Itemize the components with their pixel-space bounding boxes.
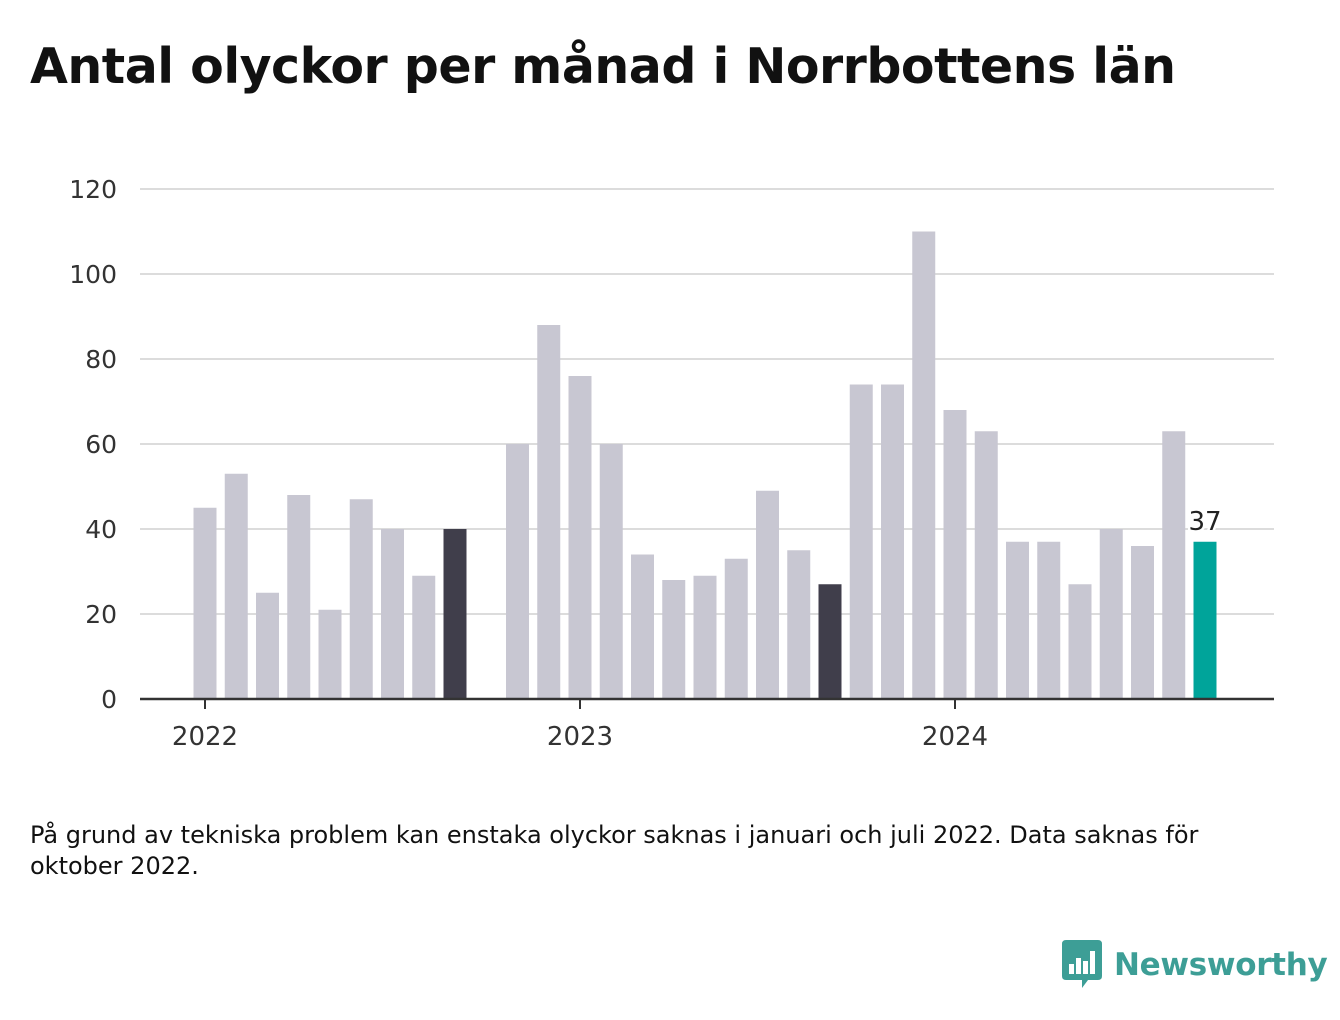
data-labels: 37 bbox=[1186, 504, 1224, 539]
bar-chart: 0 20 40 60 80 100 120 2022 2023 2024 37 bbox=[69, 175, 1274, 752]
bar bbox=[756, 490, 779, 699]
y-axis-ticks: 0 20 40 60 80 100 120 bbox=[69, 175, 117, 714]
bar bbox=[849, 384, 873, 699]
x-tick-label: 2023 bbox=[547, 722, 613, 752]
bar bbox=[881, 384, 904, 699]
bar bbox=[631, 554, 654, 699]
bar bbox=[568, 376, 592, 699]
y-tick-label: 20 bbox=[85, 600, 117, 629]
bar bbox=[787, 550, 811, 699]
bar bbox=[1099, 529, 1123, 699]
bar bbox=[193, 507, 217, 699]
bar bbox=[1131, 546, 1154, 699]
bar bbox=[912, 231, 936, 699]
x-axis-ticks: 2022 2023 2024 bbox=[172, 699, 988, 752]
y-tick-label: 60 bbox=[85, 430, 117, 459]
y-tick-label: 120 bbox=[69, 175, 117, 204]
newsworthy-logo-icon bbox=[1062, 940, 1102, 988]
y-tick-label: 0 bbox=[101, 685, 117, 714]
bar bbox=[224, 473, 248, 699]
y-tick-label: 40 bbox=[85, 515, 117, 544]
brand-logo: Newsworthy bbox=[1062, 940, 1328, 990]
bar bbox=[318, 609, 342, 699]
chart-title: Antal olyckor per månad i Norrbottens lä… bbox=[30, 38, 1176, 95]
bar bbox=[537, 325, 561, 699]
bar bbox=[943, 410, 967, 699]
bar bbox=[1006, 541, 1029, 699]
bar bbox=[599, 444, 623, 699]
bar bbox=[381, 529, 404, 699]
bar bbox=[506, 444, 529, 699]
bar bbox=[256, 592, 279, 699]
bar bbox=[662, 580, 686, 699]
latest-value-label: 37 bbox=[1188, 507, 1221, 537]
bar bbox=[974, 431, 998, 699]
bar bbox=[693, 575, 717, 699]
bar bbox=[287, 495, 311, 699]
y-tick-label: 80 bbox=[85, 345, 117, 374]
bar bbox=[349, 499, 373, 699]
bars bbox=[193, 231, 1217, 699]
bar-highlighted bbox=[818, 584, 842, 699]
bar bbox=[1037, 541, 1061, 699]
bar bbox=[1068, 584, 1092, 699]
bar-highlighted bbox=[443, 529, 467, 699]
bar bbox=[1162, 431, 1186, 699]
bar bbox=[724, 558, 748, 699]
footnote: På grund av tekniska problem kan enstaka… bbox=[30, 821, 1199, 880]
y-tick-label: 100 bbox=[69, 260, 117, 289]
bar bbox=[412, 575, 436, 699]
bar-latest bbox=[1193, 541, 1217, 699]
x-tick-label: 2022 bbox=[172, 722, 238, 752]
brand-name: Newsworthy bbox=[1114, 947, 1328, 983]
x-tick-label: 2024 bbox=[922, 722, 988, 752]
